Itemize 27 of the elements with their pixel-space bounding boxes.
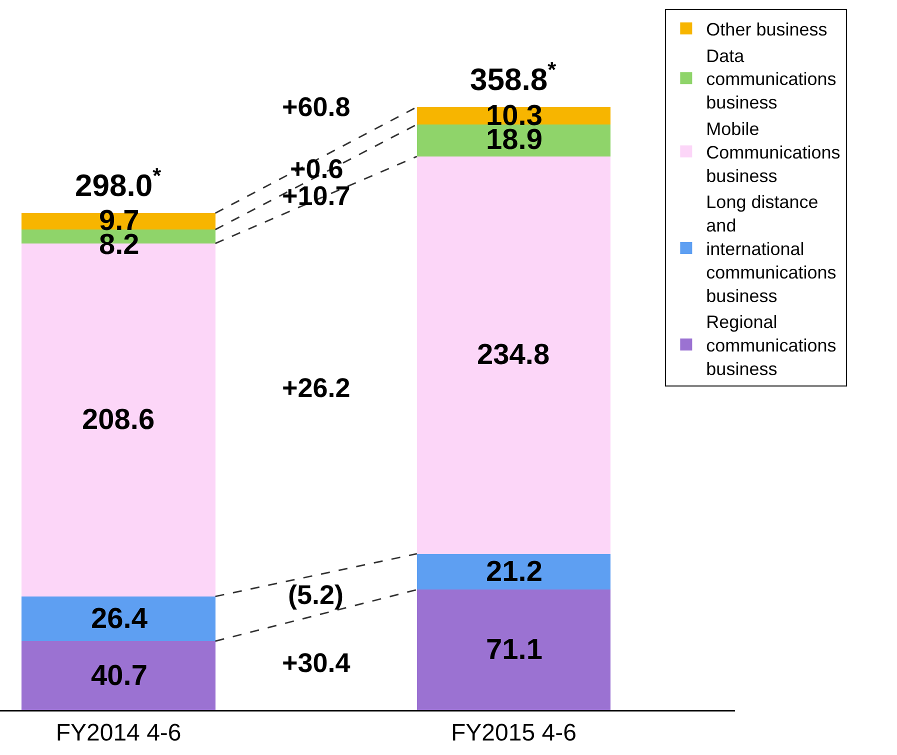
annotation: +0.6 [290, 154, 344, 184]
bar [416, 554, 611, 590]
text: 358.8$^{*}$ [470, 57, 557, 98]
annotation: (5.2) [288, 580, 344, 610]
data-label: 234.8 [477, 339, 550, 371]
data-label: 40.7 [91, 660, 148, 692]
data-label: 26.4 [91, 603, 148, 635]
annotation: +10.7 [282, 181, 350, 211]
bar [416, 124, 611, 156]
data-label: 71.1 [486, 634, 542, 666]
bar [416, 590, 611, 710]
annotation: +26.2 [282, 373, 350, 403]
bar [22, 596, 216, 642]
legend-label: Data communications business [706, 46, 836, 113]
data-label: 208.6 [82, 404, 155, 436]
annotation: 298.0$^{*}$ [75, 163, 162, 204]
annotation: +60.8 [282, 92, 350, 122]
legend-label: Regional communications business [706, 312, 836, 379]
bar [416, 156, 611, 554]
annotation: +30.4 [282, 648, 350, 678]
x-tick-label: FY2014 4-6 [56, 719, 182, 746]
legend-label: Other business [706, 19, 828, 40]
x-tick-label: FY2015 4-6 [451, 719, 576, 746]
bar [22, 641, 216, 710]
legend-label: Long distance and international communications business [706, 192, 836, 306]
legend-label: Mobile Communications business [706, 118, 840, 186]
data-label: 21.2 [486, 556, 542, 588]
